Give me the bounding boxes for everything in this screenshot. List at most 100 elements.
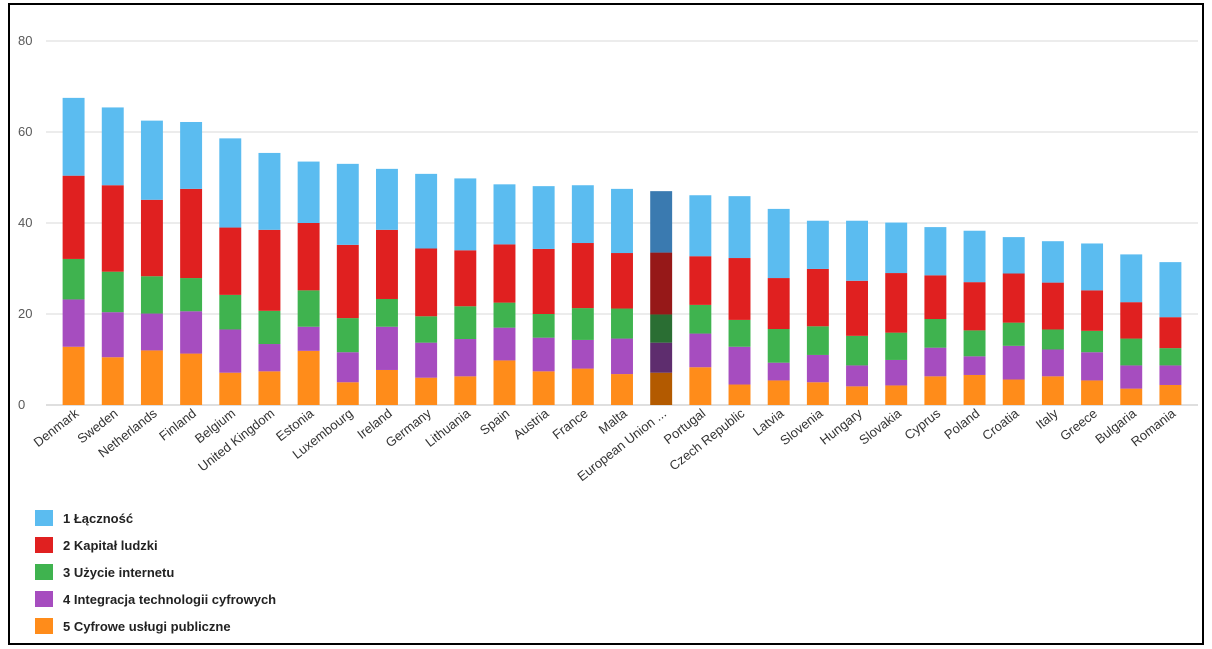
bar-segment[interactable] — [806, 220, 829, 269]
bar-segment[interactable] — [611, 253, 633, 309]
bar-segment[interactable] — [924, 227, 947, 276]
bar-segment[interactable] — [297, 290, 320, 327]
bar-segment[interactable] — [62, 346, 85, 405]
bar-segment[interactable] — [219, 294, 242, 330]
bar-segment[interactable] — [846, 280, 869, 336]
bar-segment[interactable] — [846, 365, 869, 387]
bar-segment[interactable] — [571, 243, 594, 309]
bar-segment[interactable] — [767, 208, 790, 279]
bar-segment[interactable] — [297, 326, 320, 351]
bar-segment[interactable] — [1002, 322, 1025, 346]
bar-segment[interactable] — [650, 191, 673, 253]
bar-segment[interactable] — [1002, 379, 1025, 405]
bar-segment[interactable] — [1081, 243, 1104, 291]
bar-segment[interactable] — [336, 352, 359, 383]
bar-segment[interactable] — [611, 338, 633, 375]
bar-segment[interactable] — [493, 360, 516, 405]
bar-segment[interactable] — [375, 168, 398, 230]
bar-segment[interactable] — [258, 310, 281, 345]
bar-segment[interactable] — [101, 185, 124, 272]
bar-segment[interactable] — [1159, 262, 1182, 318]
bar-segment[interactable] — [1041, 241, 1064, 283]
bar-segment[interactable] — [101, 357, 124, 405]
bar-segment[interactable] — [415, 316, 438, 343]
bar-segment[interactable] — [336, 163, 359, 245]
bar-segment[interactable] — [963, 282, 986, 331]
bar-segment[interactable] — [1120, 302, 1143, 339]
bar-segment[interactable] — [336, 382, 359, 405]
bar-segment[interactable] — [885, 385, 908, 405]
bar-segment[interactable] — [924, 376, 947, 405]
bar-segment[interactable] — [963, 374, 986, 405]
bar-segment[interactable] — [650, 252, 673, 315]
bar-segment[interactable] — [1120, 254, 1143, 303]
bar-segment[interactable] — [1159, 317, 1182, 349]
bar-segment[interactable] — [493, 327, 516, 361]
bar-segment[interactable] — [963, 230, 986, 283]
bar-segment[interactable] — [1041, 282, 1064, 330]
bar-segment[interactable] — [101, 312, 124, 358]
bar-segment[interactable] — [454, 306, 477, 340]
bar-segment[interactable] — [375, 326, 398, 370]
bar-segment[interactable] — [375, 369, 398, 405]
bar-segment[interactable] — [101, 107, 124, 186]
bar-segment[interactable] — [806, 382, 829, 405]
bar-segment[interactable] — [1002, 273, 1025, 323]
bar-segment[interactable] — [571, 185, 594, 244]
bar-segment[interactable] — [767, 380, 790, 405]
bar-segment[interactable] — [415, 248, 438, 317]
bar-segment[interactable] — [258, 344, 281, 372]
bar-segment[interactable] — [689, 367, 712, 405]
bar-segment[interactable] — [689, 304, 712, 334]
bar-segment[interactable] — [219, 329, 242, 373]
bar-segment[interactable] — [532, 337, 555, 372]
bar-segment[interactable] — [571, 339, 594, 369]
bar-segment[interactable] — [1081, 290, 1104, 331]
bar-segment[interactable] — [1081, 352, 1104, 381]
bar-segment[interactable] — [728, 196, 751, 259]
bar-segment[interactable] — [1081, 330, 1104, 353]
bar-segment[interactable] — [846, 386, 869, 405]
bar-segment[interactable] — [454, 178, 477, 251]
bar-segment[interactable] — [728, 346, 751, 385]
bar-segment[interactable] — [1159, 348, 1182, 366]
bar-segment[interactable] — [806, 326, 829, 355]
bar-segment[interactable] — [885, 359, 908, 386]
bar-segment[interactable] — [454, 250, 477, 307]
bar-segment[interactable] — [297, 161, 320, 223]
bar-segment[interactable] — [924, 319, 947, 348]
bar-segment[interactable] — [493, 244, 516, 303]
bar-segment[interactable] — [62, 299, 85, 347]
bar-segment[interactable] — [180, 278, 203, 312]
bar-segment[interactable] — [1159, 365, 1182, 385]
bar-segment[interactable] — [728, 384, 751, 405]
bar-segment[interactable] — [415, 173, 438, 249]
bar-segment[interactable] — [532, 314, 555, 338]
bar-segment[interactable] — [728, 319, 751, 347]
bar-segment[interactable] — [924, 275, 947, 320]
bar-segment[interactable] — [611, 308, 633, 339]
bar-segment[interactable] — [532, 248, 555, 314]
bar-segment[interactable] — [650, 372, 673, 405]
bar-segment[interactable] — [1041, 329, 1064, 350]
bar-segment[interactable] — [689, 195, 712, 257]
bar-segment[interactable] — [728, 258, 751, 320]
bar-segment[interactable] — [219, 372, 242, 405]
bar-segment[interactable] — [62, 175, 85, 259]
bar-segment[interactable] — [650, 314, 673, 343]
bar-segment[interactable] — [1002, 345, 1025, 380]
bar-segment[interactable] — [258, 371, 281, 405]
bar-segment[interactable] — [611, 374, 633, 405]
bar-segment[interactable] — [180, 121, 203, 189]
bar-segment[interactable] — [806, 354, 829, 383]
bar-segment[interactable] — [140, 199, 163, 277]
bar-segment[interactable] — [415, 377, 438, 405]
bar-segment[interactable] — [180, 311, 203, 354]
bar-segment[interactable] — [180, 353, 203, 405]
bar-segment[interactable] — [885, 273, 908, 333]
bar-segment[interactable] — [611, 188, 633, 254]
bar-segment[interactable] — [885, 332, 908, 360]
bar-segment[interactable] — [924, 347, 947, 377]
bar-segment[interactable] — [767, 278, 790, 330]
bar-segment[interactable] — [375, 229, 398, 299]
